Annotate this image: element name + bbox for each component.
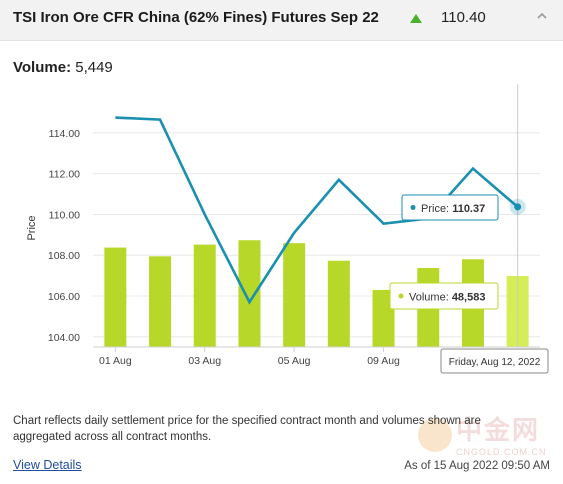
watermark-logo-icon bbox=[418, 418, 452, 452]
volume-tooltip bbox=[389, 282, 499, 310]
price-tooltip-text: Price: 110.37 bbox=[421, 203, 485, 215]
chevron-up-icon[interactable] bbox=[535, 9, 549, 23]
price-line bbox=[115, 116, 519, 305]
as-of-timestamp: As of 15 Aug 2022 09:50 AM bbox=[404, 460, 550, 472]
date-tooltip bbox=[440, 348, 549, 374]
volume-bar[interactable] bbox=[238, 240, 261, 347]
x-tick-label: 05 Aug bbox=[278, 355, 311, 367]
y-tick-label: 106.00 bbox=[48, 291, 80, 303]
watermark-subtext: CNGOLD.COM.CN bbox=[456, 447, 547, 457]
x-tick-label: 03 Aug bbox=[188, 355, 221, 367]
volume-bar[interactable] bbox=[283, 243, 306, 347]
quote-header[interactable]: TSI Iron Ore CFR China (62% Fines) Futur… bbox=[0, 0, 563, 41]
last-price: 110.40 bbox=[441, 9, 486, 26]
volume-bar[interactable] bbox=[372, 289, 395, 347]
volume-bar[interactable] bbox=[193, 244, 216, 347]
x-tick-label: 09 Aug bbox=[367, 355, 400, 367]
volume-tooltip-text: Volume: 48,583 bbox=[409, 292, 485, 304]
view-details-link[interactable]: View Details bbox=[13, 458, 82, 472]
volume-bar[interactable] bbox=[327, 260, 350, 347]
y-tick-label: 110.00 bbox=[49, 209, 80, 221]
volume-bar[interactable] bbox=[104, 247, 127, 347]
volume-summary: Volume: 5,449 bbox=[13, 59, 113, 76]
y-tick-label: 108.00 bbox=[48, 250, 80, 262]
volume-tooltip-dot bbox=[398, 293, 404, 299]
volume-label: Volume: bbox=[13, 59, 72, 76]
y-tick-label: 112.00 bbox=[49, 169, 80, 181]
volume-bar[interactable] bbox=[149, 256, 172, 347]
date-tooltip-text: Friday, Aug 12, 2022 bbox=[449, 357, 541, 368]
chart-note: Chart reflects daily settlement price fo… bbox=[13, 415, 481, 443]
watermark-text: 中金网 bbox=[456, 415, 541, 445]
price-up-icon bbox=[410, 14, 422, 23]
hover-point[interactable] bbox=[514, 203, 522, 211]
contract-title: TSI Iron Ore CFR China (62% Fines) Futur… bbox=[13, 9, 379, 26]
y-axis-label: Price bbox=[26, 215, 38, 240]
price-volume-chart[interactable]: 114.00 112.00 110.00 108.00 106.00 104.00 Pric… bbox=[0, 80, 563, 380]
price-tooltip bbox=[401, 194, 499, 221]
volume-value: 5,449 bbox=[75, 59, 113, 76]
y-tick-label: 104.00 bbox=[48, 332, 80, 344]
x-tick-label: 01 Aug bbox=[99, 355, 132, 367]
price-tooltip-dot bbox=[410, 205, 416, 210]
y-tick-label: 114.00 bbox=[49, 128, 80, 140]
